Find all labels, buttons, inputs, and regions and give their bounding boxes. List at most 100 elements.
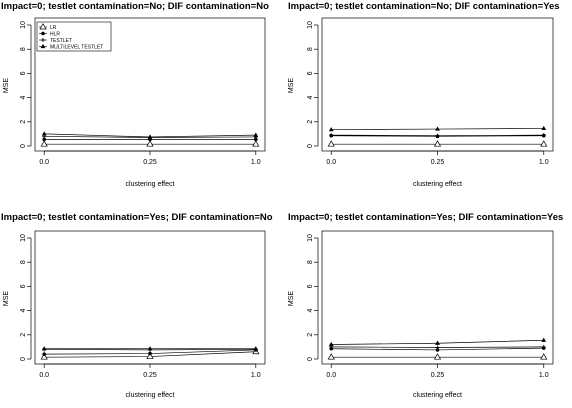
data-point (435, 348, 440, 352)
y-tick-label: 4 (307, 96, 314, 100)
x-axis-label: clustering effect (126, 181, 175, 188)
chart-title: Impact=0; testlet contamination=Yes; DIF… (1, 212, 273, 223)
y-axis-label: MSE (288, 291, 295, 307)
y-tick-label: 4 (20, 96, 27, 100)
y-tick-label: 0 (307, 357, 314, 361)
data-point (146, 352, 154, 359)
plot-box (34, 17, 266, 152)
data-point (41, 131, 47, 136)
x-axis-label: clustering effect (413, 181, 462, 188)
y-axis-label: MSE (288, 78, 295, 94)
series-multilevel-testlet (328, 125, 547, 132)
x-axis-label: clustering effect (126, 392, 175, 399)
legend-entry: TESTLET (50, 38, 72, 44)
data-point (329, 133, 334, 138)
y-tick-label: 6 (20, 71, 27, 75)
y-axis-label: MSE (3, 291, 10, 307)
data-point (147, 346, 153, 351)
data-point (327, 353, 335, 360)
y-tick-label: 6 (307, 284, 314, 288)
x-tick-label: 1.0 (539, 159, 549, 166)
y-tick-label: 6 (307, 71, 314, 75)
x-tick-label: 0.25 (431, 159, 445, 166)
y-tick-label: 10 (20, 21, 27, 29)
data-point (327, 140, 335, 147)
y-tick-label: 8 (20, 260, 27, 264)
data-point (42, 137, 46, 142)
legend-entry: HLR (50, 31, 60, 37)
x-tick-label: 0.25 (143, 159, 157, 166)
data-point (40, 353, 48, 360)
chart-title: Impact=0; testlet contamination=Yes; DIF… (288, 212, 563, 223)
data-point (435, 340, 440, 345)
data-point (541, 125, 547, 131)
data-point (41, 346, 47, 351)
data-point (540, 140, 548, 147)
y-tick-label: 6 (20, 284, 27, 288)
data-point (433, 353, 442, 360)
data-point (435, 133, 440, 138)
y-axis-label: MSE (3, 78, 10, 94)
data-point (433, 140, 442, 147)
data-point (254, 137, 258, 142)
series-testlet (329, 344, 546, 350)
data-point (328, 341, 334, 347)
chart-title: Impact=0; testlet contamination=No; DIF … (288, 1, 560, 12)
series-lr (40, 140, 260, 147)
chart-panel-2: Impact=0; testlet contamination=No; DIF … (288, 1, 560, 188)
series-lr (327, 140, 548, 147)
y-tick-label: 0 (20, 144, 27, 148)
data-point (435, 126, 440, 131)
y-tick-label: 2 (20, 333, 27, 337)
data-point (146, 140, 154, 147)
data-point (148, 351, 152, 356)
legend-entry: MULTILEVEL TESTLET (50, 44, 103, 50)
data-point (541, 344, 546, 349)
y-tick-label: 4 (307, 309, 314, 313)
chart-panel-4: Impact=0; testlet contamination=Yes; DIF… (288, 212, 563, 399)
plot-box (321, 230, 554, 365)
series-testlet (329, 133, 546, 138)
y-tick-label: 2 (20, 120, 27, 124)
legend-entry: LR (50, 25, 57, 31)
x-tick-label: 1.0 (251, 372, 261, 379)
chart-title: Impact=0; testlet contamination=No; DIF … (1, 1, 269, 12)
y-tick-label: 10 (20, 234, 27, 242)
legend-box (36, 21, 112, 52)
y-tick-label: 4 (20, 309, 27, 313)
data-point (40, 140, 48, 147)
data-point (328, 127, 334, 132)
data-point (252, 140, 260, 147)
series-multilevel-testlet (328, 337, 547, 347)
data-point (541, 133, 546, 138)
x-tick-label: 0.0 (39, 159, 49, 166)
data-point (253, 132, 259, 137)
x-tick-label: 0.25 (143, 372, 157, 379)
x-axis-label: clustering effect (413, 392, 462, 399)
x-tick-label: 0.25 (431, 372, 445, 379)
y-tick-label: 10 (307, 234, 314, 242)
x-tick-label: 0.0 (326, 159, 336, 166)
legend-marker (40, 43, 46, 49)
y-tick-label: 10 (307, 21, 314, 29)
y-tick-label: 0 (20, 357, 27, 361)
plot-box (34, 230, 266, 365)
data-point (147, 134, 153, 139)
y-tick-label: 0 (307, 144, 314, 148)
y-tick-label: 8 (307, 47, 314, 51)
series-multilevel-testlet (41, 346, 259, 351)
chart-panel-3: Impact=0; testlet contamination=Yes; DIF… (1, 212, 273, 399)
y-tick-label: 8 (307, 260, 314, 264)
legend-marker (39, 23, 47, 30)
data-point (435, 345, 440, 350)
series-lr (40, 347, 260, 360)
chart-panel-1: Impact=0; testlet contamination=No; DIF … (1, 1, 269, 188)
x-tick-label: 0.0 (326, 372, 336, 379)
data-point (540, 353, 548, 360)
series-lr (327, 353, 548, 360)
x-tick-label: 1.0 (251, 159, 261, 166)
data-point (42, 352, 46, 356)
y-tick-label: 2 (307, 333, 314, 337)
